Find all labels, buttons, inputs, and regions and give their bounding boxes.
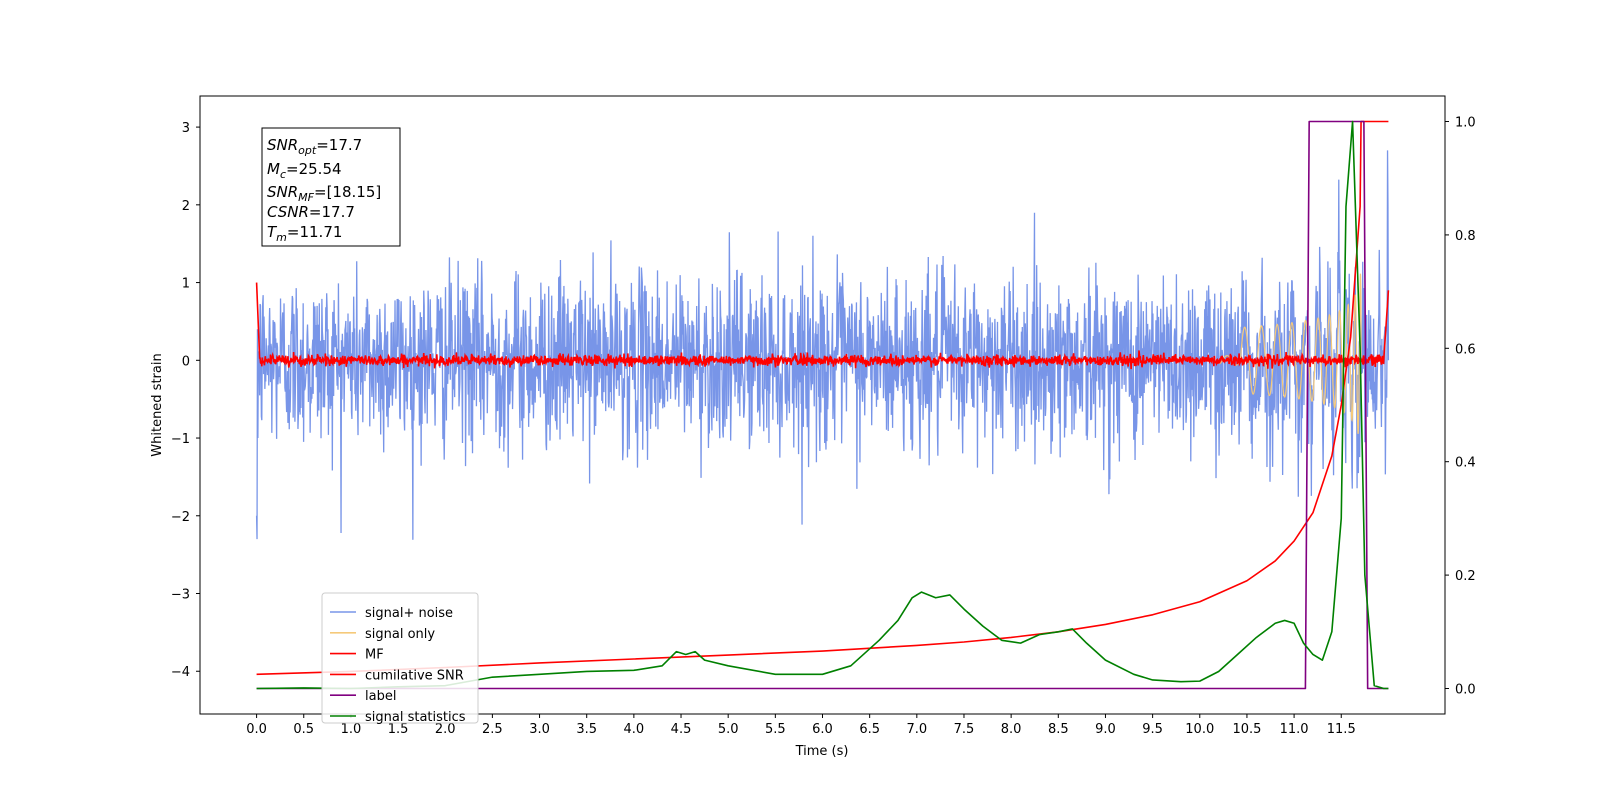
x-tick-label: 1.5: [388, 722, 409, 737]
y2-tick-label: 1.0: [1455, 116, 1476, 131]
x-tick-label: 0.0: [246, 722, 267, 737]
y-axis-title: Whitened strain: [150, 353, 165, 456]
y-tick-label: −1: [171, 432, 190, 447]
legend-label-text: label: [365, 689, 396, 704]
x-tick-label: 4.5: [671, 722, 692, 737]
annotation-tm-base: T: [267, 223, 278, 241]
x-tick-label: 0.5: [293, 722, 314, 737]
x-tick-label: 11.0: [1280, 722, 1309, 737]
x-tick-label: 3.0: [529, 722, 550, 737]
x-axis-title: Time (s): [795, 744, 849, 759]
series-cumulative-snr-line: [256, 120, 1389, 676]
legend-label-text: signal statistics: [365, 710, 466, 725]
legend-frame: [321, 592, 479, 724]
x-tick-label: 8.5: [1048, 722, 1069, 737]
y-tick-label: 3: [182, 121, 190, 136]
legend-signal-noise: signal+ noise: [330, 606, 453, 621]
annotation-tm-value: =11.71: [287, 223, 343, 241]
svg-text:SNRMF=[18.15]: SNRMF=[18.15]: [267, 183, 381, 204]
y-tick-label: 2: [182, 199, 190, 214]
x-tick-label: 1.0: [341, 722, 362, 737]
x-tick-label: 5.5: [765, 722, 786, 737]
x-tick-label: 7.5: [954, 722, 975, 737]
annotation-csnr-base: CSNR: [267, 203, 309, 221]
y-tick-label: −3: [171, 588, 190, 603]
legend-label-text: signal+ noise: [365, 606, 453, 621]
x-tick-label: 2.0: [435, 722, 456, 737]
series-signal-noise-line: [255, 150, 1390, 540]
svg-text:CSNR=17.7: CSNR=17.7: [267, 203, 355, 221]
legend-signal-only: signal only: [330, 627, 435, 642]
annotation-snr-mf-sub: MF: [298, 191, 314, 204]
y2-tick-label: 0.6: [1455, 342, 1476, 357]
series-mf-line: [255, 282, 1390, 370]
x-tick-label: 2.5: [482, 722, 503, 737]
svg-text:Mc=25.54: Mc=25.54: [267, 160, 342, 181]
legend-cumulative-snr: cumilative SNR: [330, 668, 464, 683]
svg-text:Tm=11.71: Tm=11.71: [267, 223, 342, 244]
legend-label-text: MF: [365, 648, 384, 663]
y2-tick-label: 0.4: [1455, 456, 1476, 471]
x-tick-label: 3.5: [576, 722, 597, 737]
annotation-mc-base: M: [267, 160, 280, 178]
y-tick-label: −2: [171, 510, 190, 525]
x-tick-label: 6.5: [859, 722, 880, 737]
y-tick-label: 0: [182, 354, 190, 369]
legend-signal-statistics: signal statistics: [330, 710, 466, 725]
annotation-mc-sub: c: [280, 168, 286, 181]
annotation-tm-sub: m: [276, 231, 287, 244]
legend-mf: MF: [330, 648, 384, 663]
x-tick-label: 7.0: [906, 722, 927, 737]
annotation-snr-mf-base: SNR: [267, 183, 298, 201]
legend-label-text: cumilative SNR: [365, 668, 464, 683]
x-tick-label: 9.0: [1095, 722, 1116, 737]
x-tick-label: 4.0: [624, 722, 645, 737]
y-tick-label: −4: [171, 665, 190, 680]
x-tick-label: 8.0: [1001, 722, 1022, 737]
legend: signal+ noise signal only MF cumilative SNR…: [321, 592, 479, 725]
annotation-snr-mf-value: =[18.15]: [314, 183, 381, 201]
series-signal-statistics-line: [256, 120, 1389, 690]
annotation-frame: [261, 127, 401, 247]
x-tick-label: 6.0: [812, 722, 833, 737]
x-tick-label: 5.0: [718, 722, 739, 737]
x-tick-label: 9.5: [1142, 722, 1163, 737]
legend-label-text: signal only: [365, 627, 435, 642]
annotation-csnr-value: =17.7: [309, 203, 355, 221]
x-tick-label: 10.0: [1185, 722, 1214, 737]
annotation-snr-opt-value: =17.7: [316, 136, 362, 154]
annotation-mc-value: =25.54: [286, 160, 342, 178]
annotation-snr-opt-base: SNR: [267, 136, 298, 154]
legend-label: label: [330, 689, 396, 704]
y-tick-label: 1: [182, 277, 190, 292]
svg-text:SNRopt=17.7: SNRopt=17.7: [267, 136, 362, 157]
x-tick-label: 11.5: [1327, 722, 1356, 737]
annotation-snr-opt-sub: opt: [298, 144, 317, 157]
y2-tick-label: 0.2: [1455, 569, 1476, 584]
y2-tick-label: 0.0: [1455, 682, 1476, 697]
series-label-line: [256, 120, 1389, 690]
annotation-box: SNRopt=17.7 Mc=25.54 SNRMF=[18.15] CSNR=…: [261, 127, 401, 247]
y2-tick-label: 0.8: [1455, 229, 1476, 244]
series-signal-only-line: [1219, 273, 1366, 434]
x-tick-label: 10.5: [1232, 722, 1261, 737]
